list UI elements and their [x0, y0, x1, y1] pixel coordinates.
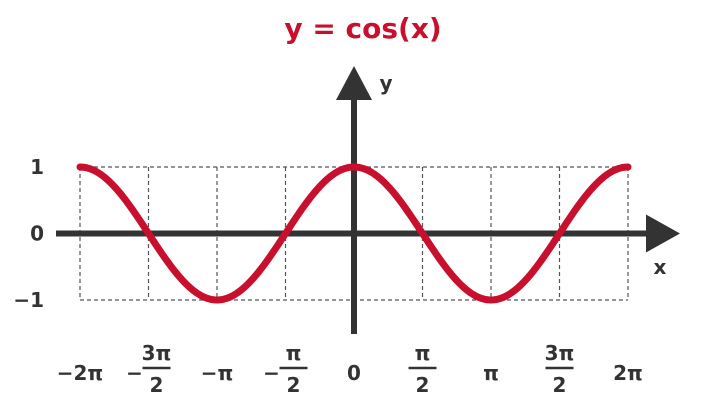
- data-point-10: [422, 233, 423, 234]
- x-tick-numerator-1: 3π: [142, 341, 172, 365]
- data-point-15: [593, 186, 594, 187]
- y-tick-label-2: −1: [13, 288, 44, 312]
- x-tick-label-8: 2π: [613, 361, 643, 385]
- x-tick-label-6: π: [483, 361, 499, 385]
- data-point-9: [388, 186, 389, 187]
- data-point-11: [456, 280, 457, 281]
- data-point-16: [628, 167, 629, 168]
- x-axis-label: x: [654, 255, 667, 279]
- x-tick-denominator-3: 2: [287, 373, 301, 397]
- x-tick-numerator-3: π: [286, 341, 302, 365]
- y-tick-label-0: 1: [30, 155, 44, 179]
- x-tick-label-2: −π: [201, 361, 234, 385]
- x-tick-numerator-7: 3π: [545, 341, 575, 365]
- data-point-5: [251, 280, 252, 281]
- x-tick-label-4: 0: [347, 361, 361, 385]
- chart-title: y = cos(x): [284, 12, 442, 45]
- data-point-7: [319, 186, 320, 187]
- x-tick-denominator-5: 2: [416, 373, 430, 397]
- y-tick-label-1: 0: [30, 222, 44, 246]
- x-tick-numerator-5: π: [415, 341, 431, 365]
- data-point-4: [217, 300, 218, 301]
- data-point-13: [525, 280, 526, 281]
- x-tick-denominator-7: 2: [553, 373, 567, 397]
- y-axis-arrow-icon: [336, 66, 372, 100]
- y-axis-label: y: [379, 71, 392, 95]
- data-point-1: [114, 186, 115, 187]
- x-tick-sign-1: −: [126, 361, 143, 385]
- x-tick-label-0: −2π: [57, 361, 104, 385]
- data-point-14: [559, 233, 560, 234]
- x-tick-sign-3: −: [263, 361, 280, 385]
- x-axis-arrow-icon: [646, 214, 680, 253]
- data-point-12: [491, 300, 492, 301]
- data-point-3: [182, 280, 183, 281]
- x-tick-denominator-1: 2: [150, 373, 164, 397]
- data-point-6: [285, 233, 286, 234]
- data-point-0: [80, 167, 81, 168]
- data-point-2: [148, 233, 149, 234]
- cosine-curve: [76, 163, 632, 304]
- data-point-8: [354, 167, 355, 168]
